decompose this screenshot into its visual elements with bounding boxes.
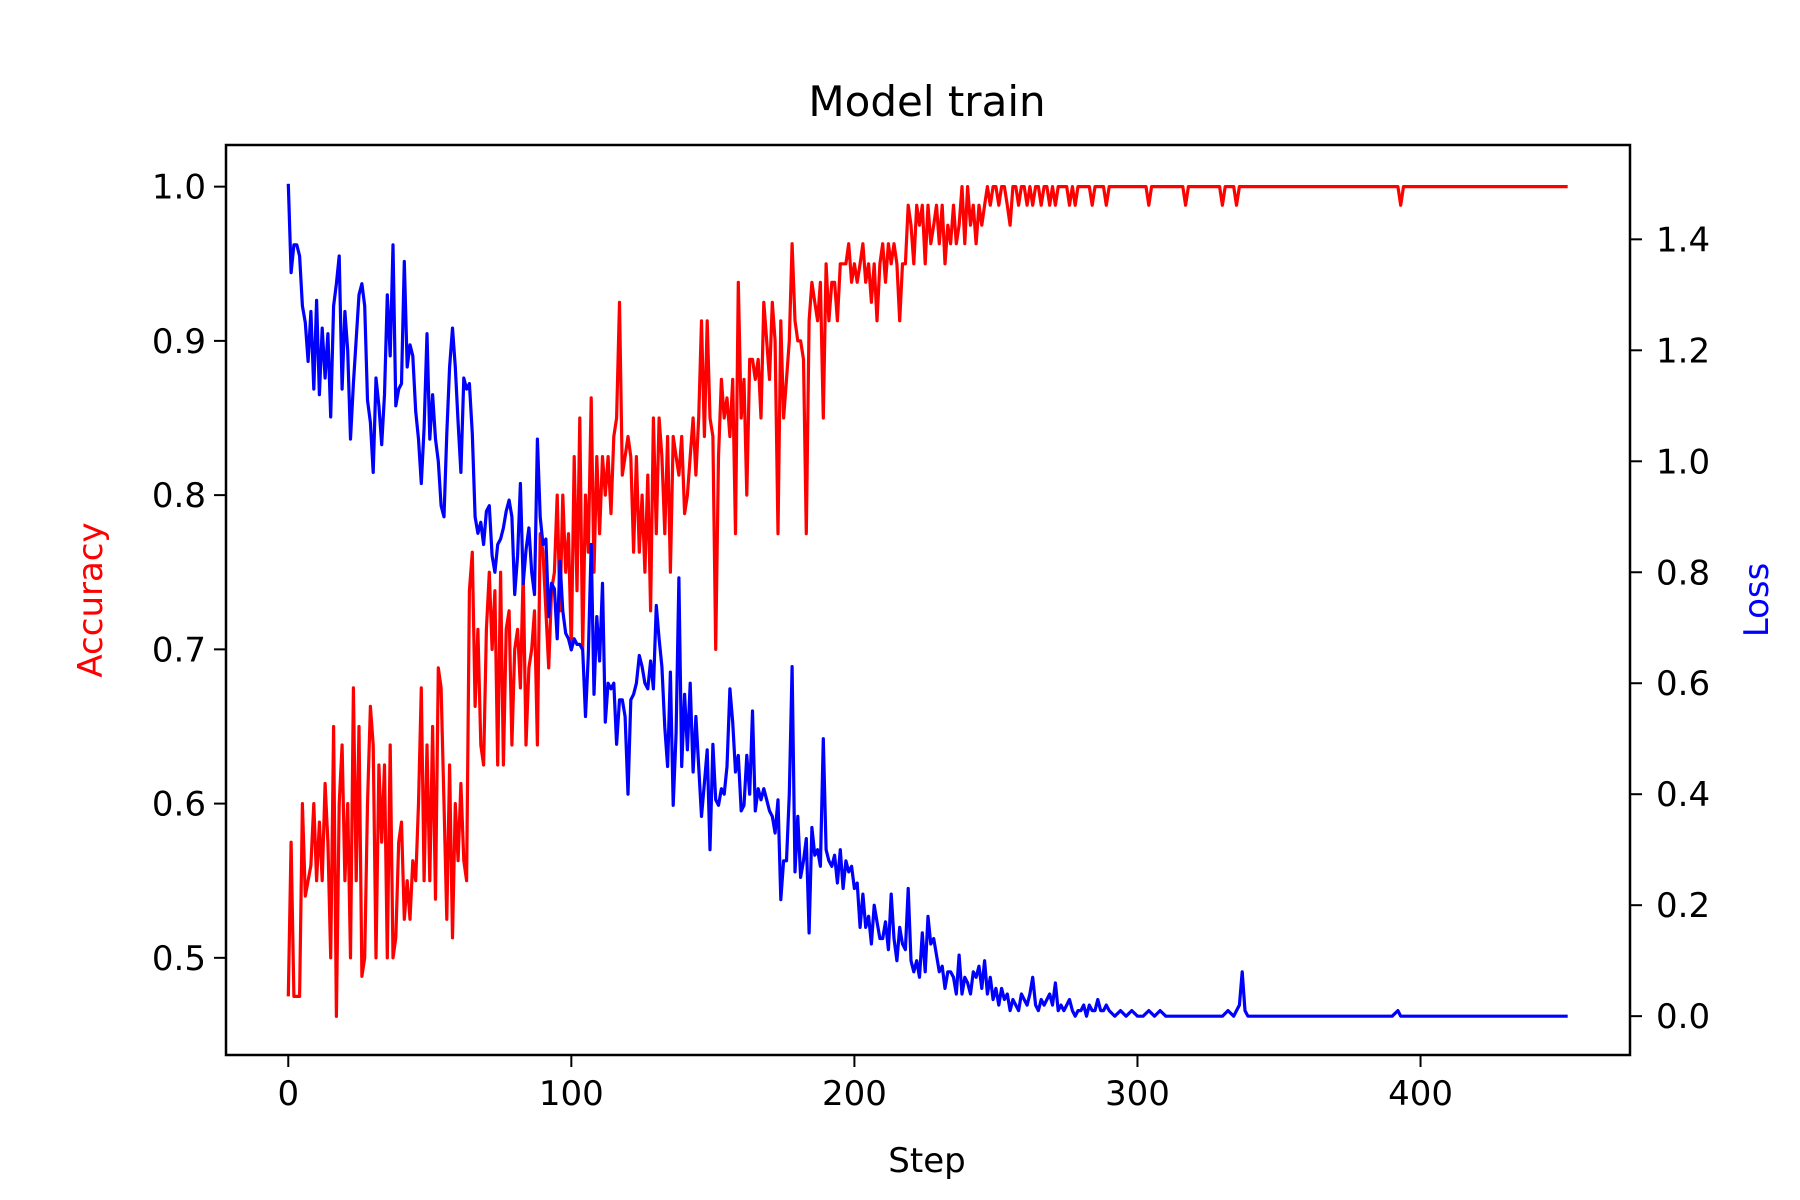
y-right-tick-label: 0.8 xyxy=(1656,553,1710,593)
series-line-accuracy xyxy=(286,185,1568,1018)
tick-layer: 0 100 200 300 400 0.5 0.6 0.7 0.8 0.9 1.0 0.0 0.2 0.4… xyxy=(152,168,1710,1114)
x-axis-label: Step xyxy=(888,1141,965,1181)
y-left-tick-label: 0.6 xyxy=(152,785,206,825)
x-tick-label: 0 xyxy=(277,1074,299,1114)
y-right-tick-label: 1.0 xyxy=(1656,442,1710,482)
series-line-loss xyxy=(286,183,1568,1018)
y-right-tick-label: 1.2 xyxy=(1656,331,1710,371)
chart-title: Model train xyxy=(808,77,1045,126)
y-left-tick-label: 0.5 xyxy=(152,939,206,979)
y-axis-label-right: Loss xyxy=(1737,563,1777,638)
series-layer xyxy=(286,183,1568,1018)
y-right-tick-label: 1.4 xyxy=(1656,220,1710,260)
y-left-tick-label: 0.7 xyxy=(152,630,206,670)
x-tick-label: 200 xyxy=(822,1074,887,1114)
y-left-tick-label: 0.9 xyxy=(152,322,206,362)
plot-frame xyxy=(224,143,1632,1057)
x-tick-label: 300 xyxy=(1105,1074,1170,1114)
y-right-tick-label: 0.0 xyxy=(1656,997,1710,1037)
y-left-tick-label: 1.0 xyxy=(152,168,206,208)
x-tick-label: 100 xyxy=(539,1074,604,1114)
y-right-tick-label: 0.2 xyxy=(1656,886,1710,926)
x-tick-label: 400 xyxy=(1388,1074,1453,1114)
y-axis-label-left: Accuracy xyxy=(71,522,111,677)
y-right-tick-label: 0.6 xyxy=(1656,664,1710,704)
y-right-tick-label: 0.4 xyxy=(1656,775,1710,815)
y-left-tick-label: 0.8 xyxy=(152,476,206,516)
